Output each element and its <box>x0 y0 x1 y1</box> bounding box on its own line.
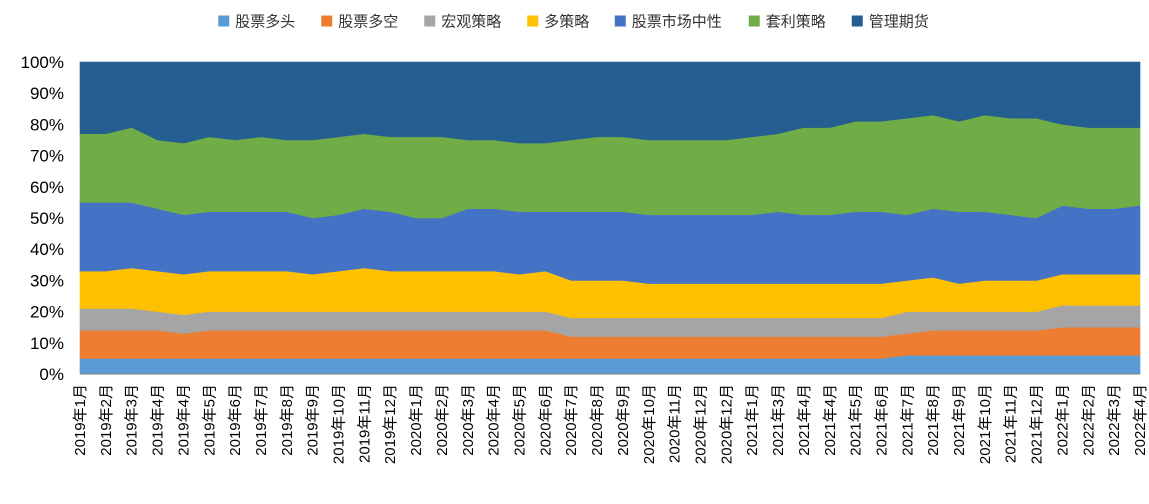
x-tick-label: 2019年2月 <box>98 384 115 456</box>
x-tick-label: 2020年3月 <box>460 384 477 456</box>
legend-item-3: 多策略 <box>527 13 589 31</box>
x-tick-label: 2021年8月 <box>925 384 942 456</box>
x-tick-label: 2019年5月 <box>201 384 218 456</box>
x-tick-label: 2020年5月 <box>512 384 529 456</box>
legend-label: 股票多空 <box>338 13 398 31</box>
legend-label: 多策略 <box>544 13 589 31</box>
x-tick-label: 2020年1月 <box>408 384 425 456</box>
x-tick-label: 2019年8月 <box>279 384 296 456</box>
legend-item-1: 股票多空 <box>321 13 398 31</box>
legend-swatch <box>748 15 760 27</box>
y-tick-label: 10% <box>30 334 64 353</box>
legend-item-6: 管理期货 <box>851 13 929 31</box>
x-tick-label: 2020年4月 <box>486 384 503 456</box>
x-tick-label: 2021年10月 <box>977 384 994 464</box>
chart-legend: 股票多头 股票多空 宏观策略 多策略 股票市场中性 套利策略 管理期货 <box>218 13 929 31</box>
y-tick-label: 40% <box>30 240 64 259</box>
legend-item-2: 宏观策略 <box>424 13 501 31</box>
x-tick-label: 2021年7月 <box>899 384 916 456</box>
x-tick-label: 2019年9月 <box>305 384 322 456</box>
y-tick-label: 0% <box>39 365 64 384</box>
legend-label: 管理期货 <box>869 13 929 31</box>
x-tick-label: 2019年10月 <box>331 384 348 464</box>
y-axis: 0% 10% 20% 30% 40% 50% 60% 70% 80% 90% 100% <box>21 53 64 384</box>
y-tick-label: 100% <box>21 53 64 72</box>
x-tick-label: 2021年12月 <box>1029 384 1046 464</box>
x-tick-label: 2019年4月 <box>150 384 167 456</box>
x-tick-label: 2019年6月 <box>227 384 244 456</box>
legend-swatch <box>218 15 230 27</box>
x-tick-label: 2022年3月 <box>1106 384 1123 456</box>
x-tick-label: 2020年7月 <box>563 384 580 456</box>
legend-label: 宏观策略 <box>441 13 501 31</box>
x-tick-label: 2019年3月 <box>124 384 141 456</box>
legend-item-0: 股票多头 <box>218 13 295 31</box>
x-tick-label: 2021年1月 <box>744 384 761 456</box>
x-tick-label: 2020年6月 <box>537 384 554 456</box>
plot-areas <box>79 61 1141 375</box>
y-tick-label: 90% <box>30 84 64 103</box>
area-series-6 <box>79 61 1141 144</box>
x-tick-label: 2021年3月 <box>770 384 787 456</box>
legend-swatch <box>424 15 436 27</box>
legend-swatch <box>851 15 863 27</box>
legend-swatch <box>527 15 539 27</box>
x-tick-label: 2020年11月 <box>667 384 684 463</box>
x-tick-label: 2022年2月 <box>1080 384 1097 456</box>
x-tick-label: 2021年9月 <box>951 384 968 456</box>
legend-label: 股票市场中性 <box>632 13 722 31</box>
legend-item-5: 套利策略 <box>748 13 826 31</box>
y-tick-label: 80% <box>30 115 64 134</box>
legend-item-4: 股票市场中性 <box>614 13 722 31</box>
x-tick-label: 2019年12月 <box>382 384 399 464</box>
legend-swatch <box>321 15 333 27</box>
x-tick-label: 2021年4月 <box>796 384 813 456</box>
x-tick-label: 2020年9月 <box>615 384 632 456</box>
x-tick-label: 2019年4月 <box>175 384 192 456</box>
x-tick-label: 2020年8月 <box>589 384 606 456</box>
legend-label: 套利策略 <box>766 13 826 31</box>
x-tick-label: 2020年12月 <box>718 384 735 464</box>
y-tick-label: 70% <box>30 147 64 166</box>
x-tick-label: 2021年6月 <box>873 384 890 456</box>
x-tick-label: 2021年5月 <box>848 384 865 456</box>
x-tick-label: 2022年4月 <box>1132 384 1149 456</box>
x-tick-label: 2022年1月 <box>1054 384 1071 456</box>
y-tick-label: 50% <box>30 209 64 228</box>
x-tick-label: 2019年1月 <box>72 384 89 456</box>
y-tick-label: 20% <box>30 303 64 322</box>
x-tick-label: 2021年4月 <box>822 384 839 456</box>
legend-label: 股票多头 <box>235 13 295 31</box>
x-tick-label: 2020年10月 <box>641 384 658 464</box>
legend-swatch <box>614 15 626 27</box>
x-tick-label: 2021年11月 <box>1003 384 1020 463</box>
y-tick-label: 30% <box>30 271 64 290</box>
x-tick-label: 2020年2月 <box>434 384 451 456</box>
x-axis: 2019年1月 2019年2月 2019年3月 2019年4月 2019年4月 2019年… <box>72 373 1149 464</box>
x-tick-label: 2020年12月 <box>692 384 709 464</box>
x-tick-label: 2019年7月 <box>253 384 270 456</box>
y-tick-label: 60% <box>30 178 64 197</box>
x-tick-label: 2019年11月 <box>356 384 373 463</box>
